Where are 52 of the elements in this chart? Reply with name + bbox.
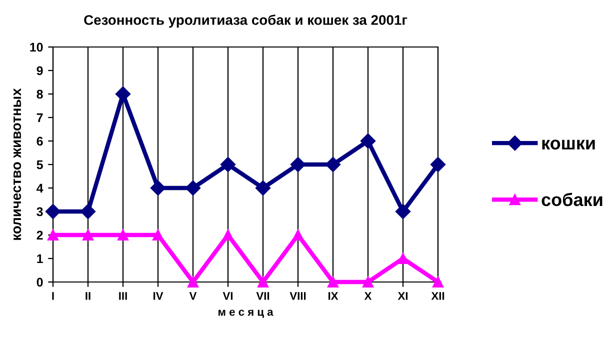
- legend-label: собаки: [542, 192, 602, 206]
- point: [117, 229, 129, 241]
- point: [290, 156, 306, 172]
- y-tick-label: 9: [36, 66, 43, 76]
- point: [47, 229, 59, 241]
- point: [45, 204, 61, 220]
- point: [327, 276, 339, 288]
- x-tick-label: XII: [431, 292, 444, 300]
- point: [432, 276, 444, 288]
- point: [185, 180, 201, 196]
- y-tick-label: 8: [36, 90, 43, 99]
- x-tick-label: VII: [256, 292, 270, 300]
- point: [292, 229, 304, 241]
- point: [187, 276, 199, 288]
- point: [257, 276, 269, 288]
- point: [397, 252, 409, 264]
- x-tick-label: VI: [222, 292, 233, 300]
- y-tick-label: 7: [36, 113, 43, 122]
- point: [360, 133, 376, 149]
- x-tick-label: I: [52, 292, 54, 300]
- x-tick-label: X: [364, 292, 372, 300]
- y-tick-label: 10: [30, 42, 43, 52]
- y-tick-label: 5: [36, 160, 43, 170]
- point: [220, 156, 236, 172]
- point: [430, 156, 446, 172]
- chart-title: Сезонность уролитиаза собак и кошек за 2001г: [84, 14, 408, 28]
- x-tick-label: IX: [328, 292, 338, 300]
- y-tick-label: 3: [36, 207, 43, 216]
- y-tick-label: 4: [36, 184, 44, 193]
- point: [152, 229, 164, 241]
- y-tick-label: 1: [37, 254, 43, 264]
- x-tick-label: VIII: [290, 292, 306, 300]
- point: [115, 86, 131, 102]
- x-tick-label: III: [119, 292, 127, 300]
- x-axis-title: м е с я ц а: [218, 310, 274, 318]
- y-axis-title: количество животных: [13, 88, 22, 240]
- point: [395, 204, 411, 220]
- point: [222, 229, 234, 241]
- x-tick-label: IV: [153, 292, 164, 300]
- x-tick-label: XI: [398, 292, 408, 300]
- x-tick-label: II: [86, 292, 90, 300]
- y-tick-label: 0: [36, 278, 43, 287]
- x-tick-label: V: [189, 292, 197, 300]
- y-tick-label: 2: [36, 230, 43, 240]
- legend-label: кошки: [542, 140, 595, 150]
- point: [362, 276, 374, 288]
- y-tick-label: 6: [36, 136, 43, 146]
- point: [82, 229, 94, 241]
- point: [80, 204, 96, 220]
- point: [255, 180, 271, 196]
- point: [325, 156, 341, 172]
- point: [150, 180, 166, 196]
